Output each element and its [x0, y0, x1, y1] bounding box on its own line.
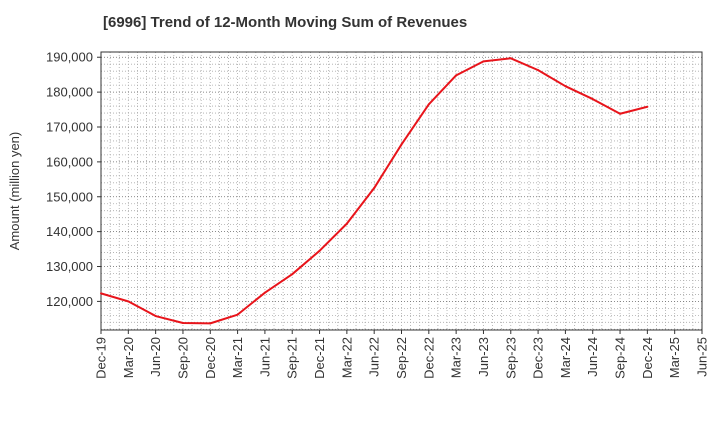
data-point — [373, 187, 376, 190]
x-tick-label: Dec-24 — [640, 337, 655, 379]
data-point — [427, 103, 430, 106]
data-point — [154, 315, 157, 318]
x-tick-label: Sep-20 — [175, 337, 190, 379]
data-point — [591, 98, 594, 101]
x-tick-label: Sep-24 — [613, 337, 628, 379]
data-point — [564, 85, 567, 88]
y-tick-label: 190,000 — [46, 50, 93, 65]
data-point — [181, 322, 184, 325]
x-tick-label: Jun-25 — [695, 337, 710, 377]
x-tick-label: Jun-24 — [585, 337, 600, 377]
y-tick-label: 170,000 — [46, 119, 93, 134]
data-point — [263, 291, 266, 294]
x-tick-label: Jun-21 — [257, 337, 272, 377]
data-point — [291, 273, 294, 276]
x-tick-label: Jun-20 — [148, 337, 163, 377]
data-point — [400, 143, 403, 146]
data-point — [619, 112, 622, 115]
y-tick-label: 180,000 — [46, 85, 93, 100]
grid-lines — [101, 52, 702, 330]
x-tick-label: Mar-22 — [339, 337, 354, 378]
x-tick-label: Jun-23 — [476, 337, 491, 377]
y-tick-label: 120,000 — [46, 294, 93, 309]
x-tick-label: Mar-25 — [667, 337, 682, 378]
x-tick-label: Mar-21 — [230, 337, 245, 378]
x-tick-label: Mar-24 — [558, 337, 573, 378]
data-point — [537, 69, 540, 72]
data-point — [455, 74, 458, 77]
x-axis-ticks: Dec-19 Mar-20 Jun-20 Sep-20 Dec-20 Mar-21 Jun-… — [94, 330, 710, 379]
x-tick-label: Dec-20 — [203, 337, 218, 379]
data-point — [646, 105, 649, 108]
y-axis-ticks: 120,000 130,000 140,000 150,000 160,000 170,0… — [46, 50, 101, 309]
x-tick-label: Dec-22 — [421, 337, 436, 379]
x-tick-label: Mar-20 — [121, 337, 136, 378]
chart-title: [6996] Trend of 12-Month Moving Sum of R… — [103, 14, 468, 31]
x-tick-label: Sep-23 — [503, 337, 518, 379]
data-point — [209, 322, 212, 325]
x-tick-label: Dec-23 — [531, 337, 546, 379]
data-point — [127, 300, 130, 303]
x-tick-label: Mar-23 — [449, 337, 464, 378]
data-point — [345, 222, 348, 225]
x-tick-label: Sep-22 — [394, 337, 409, 379]
data-point — [318, 249, 321, 252]
x-tick-label: Sep-21 — [285, 337, 300, 379]
x-tick-label: Dec-21 — [312, 337, 327, 379]
x-tick-label: Dec-19 — [94, 337, 109, 379]
data-point — [100, 292, 102, 295]
data-point — [236, 313, 239, 316]
series-layer — [100, 57, 649, 325]
data-point — [509, 57, 512, 60]
y-tick-label: 150,000 — [46, 189, 93, 204]
y-axis-label: Amount (million yen) — [7, 132, 22, 251]
y-tick-label: 130,000 — [46, 259, 93, 274]
x-tick-label: Jun-22 — [367, 337, 382, 377]
y-tick-label: 160,000 — [46, 154, 93, 169]
data-point — [482, 60, 485, 63]
y-tick-label: 140,000 — [46, 224, 93, 239]
